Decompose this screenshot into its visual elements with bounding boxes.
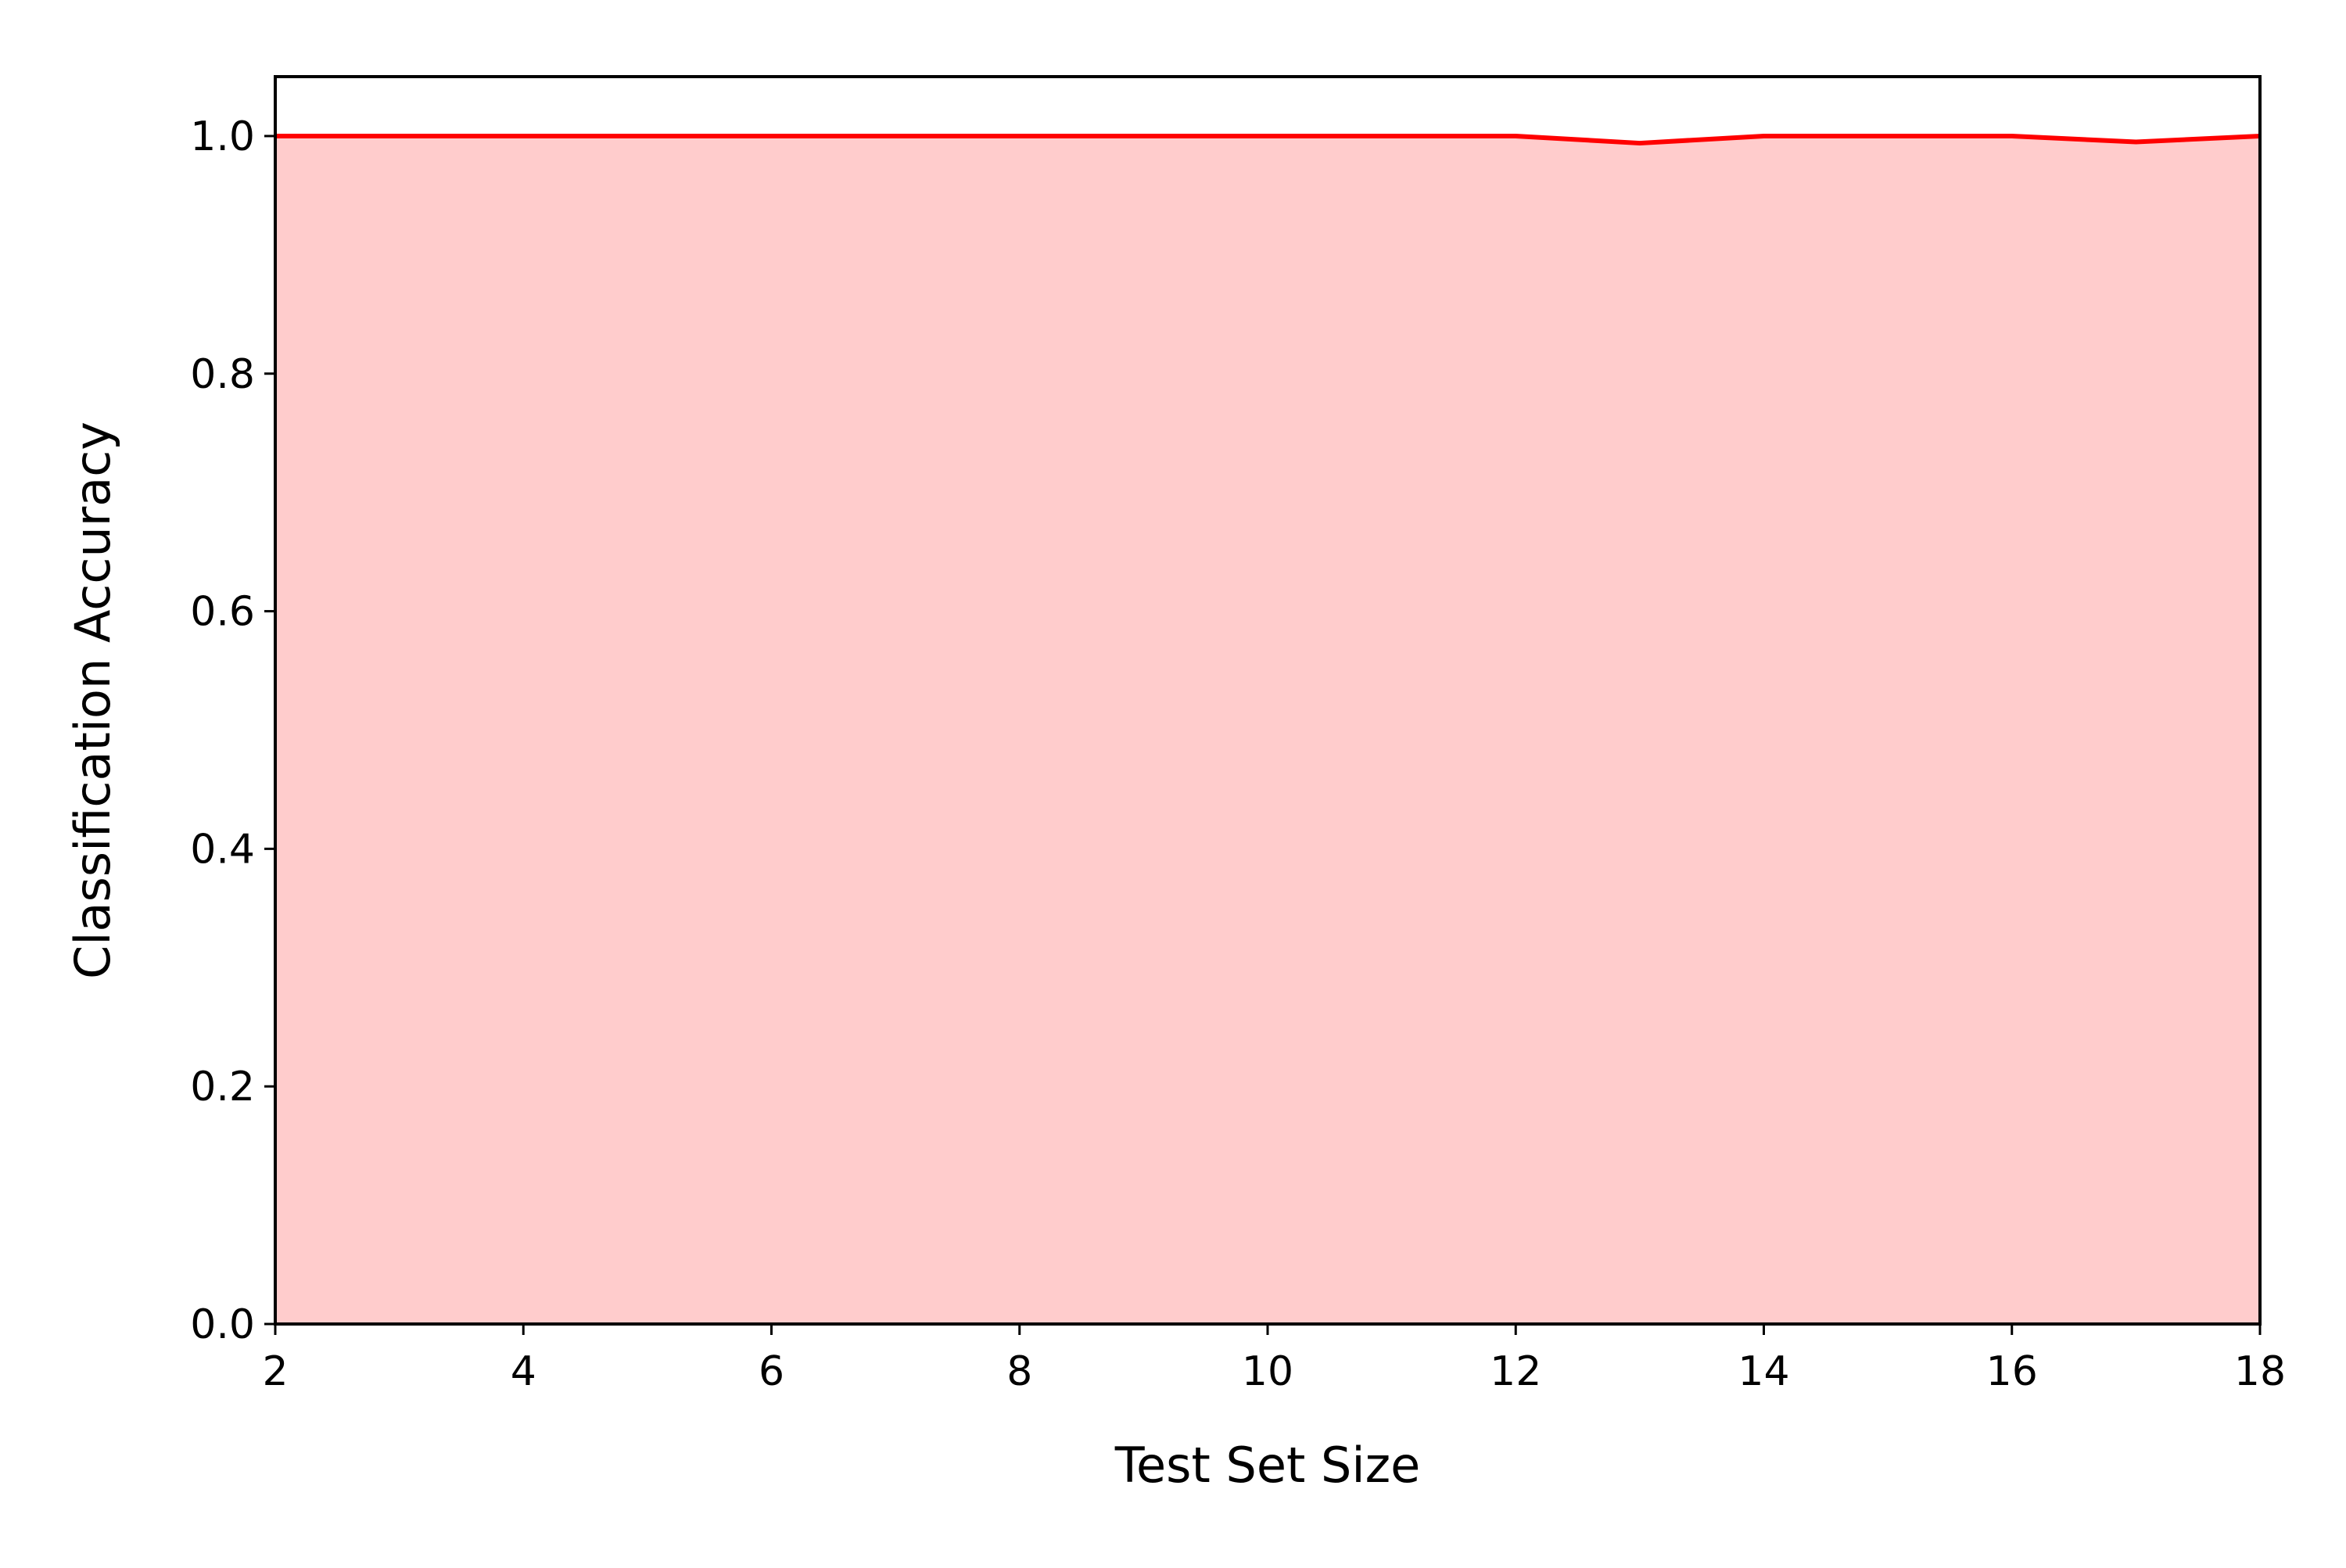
- data-point: [397, 134, 402, 138]
- x-tick-label: 8: [1006, 1348, 1032, 1395]
- y-axis-title: Classification Accuracy: [64, 422, 121, 979]
- data-point: [1513, 134, 1518, 138]
- y-tick-label: 0.6: [190, 589, 255, 636]
- y-tick-label: 0.2: [190, 1064, 255, 1111]
- x-tick-label: 6: [759, 1348, 784, 1395]
- data-point: [1762, 134, 1767, 138]
- y-tick-label: 0.4: [190, 826, 255, 873]
- data-point: [1885, 134, 1890, 138]
- plot-area: [275, 133, 2261, 1324]
- x-tick-label: 12: [1490, 1348, 1541, 1395]
- x-tick-label: 16: [1986, 1348, 2038, 1395]
- y-tick-label: 0.0: [190, 1301, 255, 1348]
- data-point: [1390, 134, 1394, 138]
- x-tick-label: 4: [511, 1348, 536, 1395]
- x-tick-label: 18: [2234, 1348, 2286, 1395]
- x-tick-label: 2: [262, 1348, 288, 1395]
- data-point: [2133, 140, 2138, 145]
- x-tick-label: 14: [1738, 1348, 1789, 1395]
- data-point: [1017, 134, 1022, 138]
- y-tick-label: 0.8: [190, 351, 255, 398]
- data-point: [769, 134, 774, 138]
- data-point: [893, 134, 898, 138]
- x-tick-label: 10: [1242, 1348, 1293, 1395]
- data-point: [1265, 134, 1270, 138]
- y-tick-label: 1.0: [190, 113, 255, 160]
- data-point: [2010, 134, 2014, 138]
- series-0-line: [275, 133, 2261, 146]
- data-point: [645, 134, 650, 138]
- axes: 2 4 6 8 10 12 14 16 18 0.0 0.2 0.4 0.6 0.8 1.0: [190, 75, 2286, 1395]
- data-point: [1638, 141, 1642, 145]
- data-point: [1141, 134, 1146, 138]
- data-point: [521, 134, 526, 138]
- series-0-area-fill: [275, 135, 2260, 1324]
- x-axis-title: Test Set Size: [1114, 1437, 1421, 1494]
